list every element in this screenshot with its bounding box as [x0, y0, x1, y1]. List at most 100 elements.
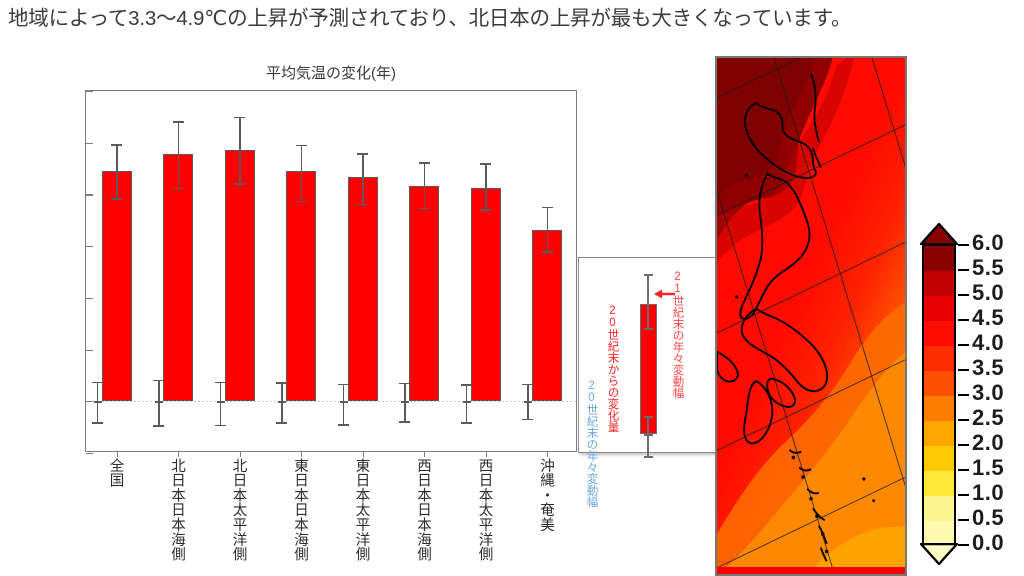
- range-error-bar: [116, 144, 118, 199]
- x-axis-label: 東日本太平洋側: [353, 458, 370, 562]
- range-error-bar: [300, 144, 302, 201]
- bar-slot: [86, 91, 148, 457]
- x-axis-tick: [301, 451, 303, 457]
- page-title: 地域によって3.3〜4.9℃の上昇が予測されており、北日本の上昇が最も大きくなっ…: [8, 7, 852, 30]
- baseline-error-bar: [527, 383, 529, 419]
- legend-label-change-amount: 20世紀末からの変化量: [606, 305, 619, 433]
- baseline-error-cap: [401, 401, 410, 403]
- colorbar-tick-label: 3.0: [972, 380, 1005, 405]
- range-error-cap: [480, 163, 492, 165]
- x-axis-tick: [547, 451, 549, 457]
- legend-cap-bot-upper: [643, 416, 653, 418]
- colorbar-tick: [958, 319, 969, 322]
- legend-cap-top: [643, 274, 653, 276]
- legend-errorbar-past: [647, 416, 649, 458]
- baseline-error-cap: [93, 401, 102, 403]
- y-axis-tick: [86, 297, 93, 300]
- colorbar-segment: [924, 296, 954, 321]
- baseline-error-cap: [399, 382, 411, 385]
- y-axis-tick: [86, 194, 93, 196]
- x-axis-label: 全国: [107, 458, 124, 488]
- colorbar-tick-label: 6.0: [972, 230, 1005, 255]
- range-error-cap: [172, 120, 184, 123]
- bar-slot: [455, 91, 517, 457]
- baseline-error-cap: [214, 424, 226, 427]
- x-axis-label: 北日本日本海側: [169, 458, 186, 562]
- x-axis-tick: [424, 451, 426, 457]
- colorbar-tick: [958, 494, 969, 497]
- colorbar-tick-label: 1.5: [972, 455, 1005, 480]
- colorbar-tick: [958, 269, 969, 272]
- baseline-error-cap: [214, 381, 226, 384]
- chart-legend: 21世紀末の年々変動幅 20世紀末からの変化量 20世紀末の年々変動幅: [578, 257, 718, 508]
- x-axis-label: 沖縄・奄美: [538, 458, 555, 532]
- chart-bar[interactable]: [409, 186, 440, 402]
- baseline-error-cap: [216, 401, 225, 403]
- colorbar-tick: [958, 544, 969, 547]
- colorbar: 6.0 5.5 5.0 4.5 4.0 3.5 3.0 2.5 2.0 1.5 1.0 0.5 0.0: [916, 222, 1024, 576]
- baseline-error-cap: [524, 401, 533, 403]
- y-axis-tick: [86, 349, 93, 351]
- colorbar-body: [922, 244, 956, 546]
- left-arrow-icon: [654, 289, 675, 299]
- bar-slot: [517, 91, 579, 457]
- colorbar-tick-label: 3.5: [972, 355, 1005, 380]
- range-error-cap: [541, 206, 553, 209]
- map-svg: [717, 58, 905, 568]
- colorbar-segment: [924, 246, 954, 271]
- chart-bar[interactable]: [532, 230, 563, 402]
- bar-slot: [332, 91, 394, 457]
- japan-temperature-map: [715, 56, 907, 576]
- chart-bar[interactable]: [347, 177, 378, 402]
- x-axis-label: 北日本太平洋側: [230, 458, 247, 562]
- colorbar-tick-label: 0.0: [972, 530, 1005, 555]
- x-axis-label: 西日本太平洋側: [476, 458, 493, 562]
- colorbar-segment: [924, 346, 954, 371]
- colorbar-tick: [958, 394, 969, 397]
- baseline-error-cap: [155, 401, 164, 403]
- colorbar-tick-label: 2.0: [972, 430, 1005, 455]
- range-error-cap: [541, 251, 553, 253]
- x-axis-label: 西日本日本海側: [415, 458, 432, 562]
- baseline-error-bar: [342, 383, 345, 425]
- range-error-cap: [295, 200, 307, 203]
- chart-bar[interactable]: [470, 188, 501, 402]
- baseline-error-cap: [153, 425, 165, 427]
- range-error-bar: [362, 153, 364, 204]
- baseline-error-cap: [278, 401, 287, 403]
- colorbar-arrow-top-icon: [920, 223, 958, 245]
- baseline-error-cap: [522, 418, 534, 421]
- range-error-cap: [480, 208, 492, 211]
- chart-bar[interactable]: [286, 170, 317, 402]
- x-axis-tick: [485, 451, 487, 457]
- range-error-cap: [295, 144, 307, 147]
- colorbar-tick: [958, 244, 969, 247]
- chart-bar[interactable]: [224, 149, 255, 402]
- legend-label-future-range: 21世紀末の年々変動幅: [671, 271, 684, 399]
- chart-bar[interactable]: [101, 171, 132, 402]
- legend-label-past-range: 20世紀末の年々変動幅: [585, 380, 598, 508]
- range-error-bar: [485, 163, 487, 209]
- y-axis-tick: [86, 453, 93, 455]
- range-error-cap: [111, 198, 123, 200]
- baseline-error-cap: [153, 379, 165, 382]
- colorbar-segment: [924, 396, 954, 421]
- chart-plot-area: [85, 90, 579, 457]
- range-error-cap: [234, 183, 246, 185]
- colorbar-tick-label: 4.0: [972, 330, 1005, 355]
- range-error-cap: [357, 203, 369, 206]
- colorbar-segment: [924, 371, 954, 396]
- baseline-error-cap: [339, 401, 348, 403]
- bar-slot: [209, 91, 271, 457]
- y-axis-tick: [86, 401, 93, 403]
- colorbar-tick-label: 1.0: [972, 480, 1005, 505]
- colorbar-segment: [924, 496, 954, 521]
- colorbar-tick: [958, 519, 969, 522]
- colorbar-segment: [924, 446, 954, 471]
- baseline-error-cap: [276, 421, 288, 424]
- legend-baseline-tick: [643, 434, 653, 436]
- baseline-error-cap: [337, 424, 349, 426]
- chart-bar[interactable]: [163, 154, 194, 402]
- colorbar-tick: [958, 469, 969, 472]
